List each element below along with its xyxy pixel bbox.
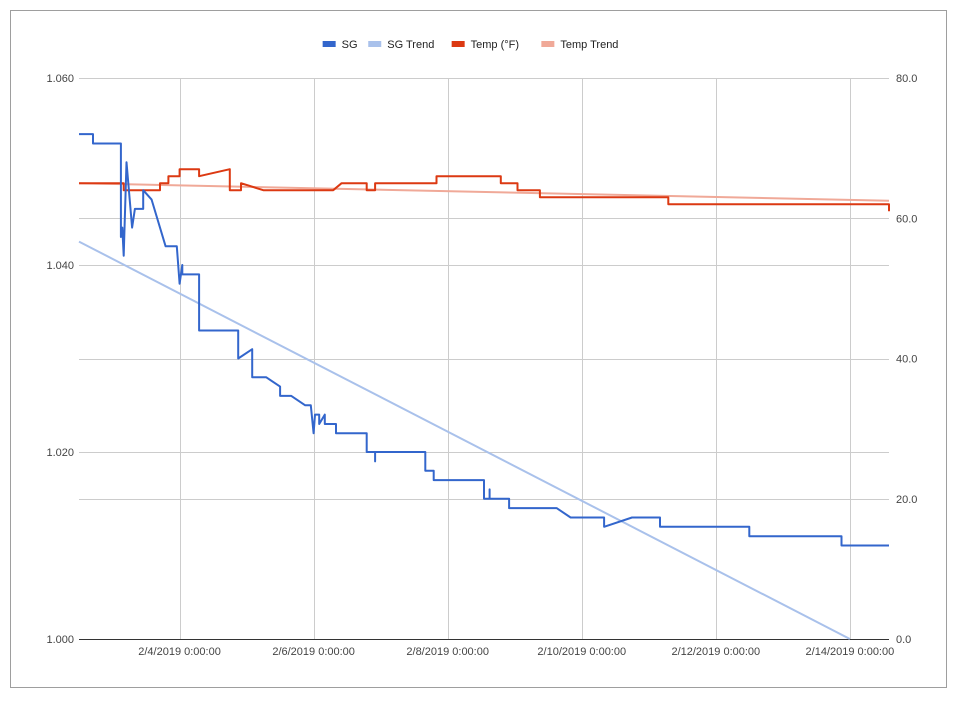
y-left-tick-label: 1.020 <box>46 447 74 459</box>
series-line-temp-f <box>79 168 890 212</box>
x-tick-label: 2/6/2019 0:00:00 <box>272 646 355 658</box>
series-line-sg <box>79 133 889 547</box>
y-left-tick-label: 1.000 <box>46 634 74 646</box>
y-right-tick-label: 80.0 <box>896 73 917 85</box>
legend-label: Temp Trend <box>560 39 618 51</box>
legend-label: Temp (°F) <box>471 39 519 51</box>
legend-swatch <box>322 41 336 47</box>
y-right-tick-label: 0.0 <box>896 634 911 646</box>
x-tick-label: 2/12/2019 0:00:00 <box>671 646 760 658</box>
y-left-tick-label: 1.060 <box>46 73 74 85</box>
x-tick-label: 2/4/2019 0:00:00 <box>138 646 221 658</box>
x-tick-label: 2/10/2019 0:00:00 <box>537 646 626 658</box>
legend-swatch <box>451 41 465 47</box>
chart-frame <box>10 10 947 688</box>
legend-label: SG <box>342 39 358 51</box>
series-line-sg-trend <box>78 240 851 640</box>
y-right-tick-label: 60.0 <box>896 213 917 225</box>
series-line-temp-trend <box>78 182 890 202</box>
legend-swatch <box>541 41 555 47</box>
legend-label: SG Trend <box>387 39 434 51</box>
y-right-tick-label: 40.0 <box>896 354 917 366</box>
x-tick-label: 2/14/2019 0:00:00 <box>806 646 895 658</box>
legend-swatch <box>368 41 382 47</box>
y-left-tick-label: 1.040 <box>46 260 74 272</box>
y-right-tick-label: 20.0 <box>896 494 917 506</box>
x-tick-label: 2/8/2019 0:00:00 <box>406 646 489 658</box>
